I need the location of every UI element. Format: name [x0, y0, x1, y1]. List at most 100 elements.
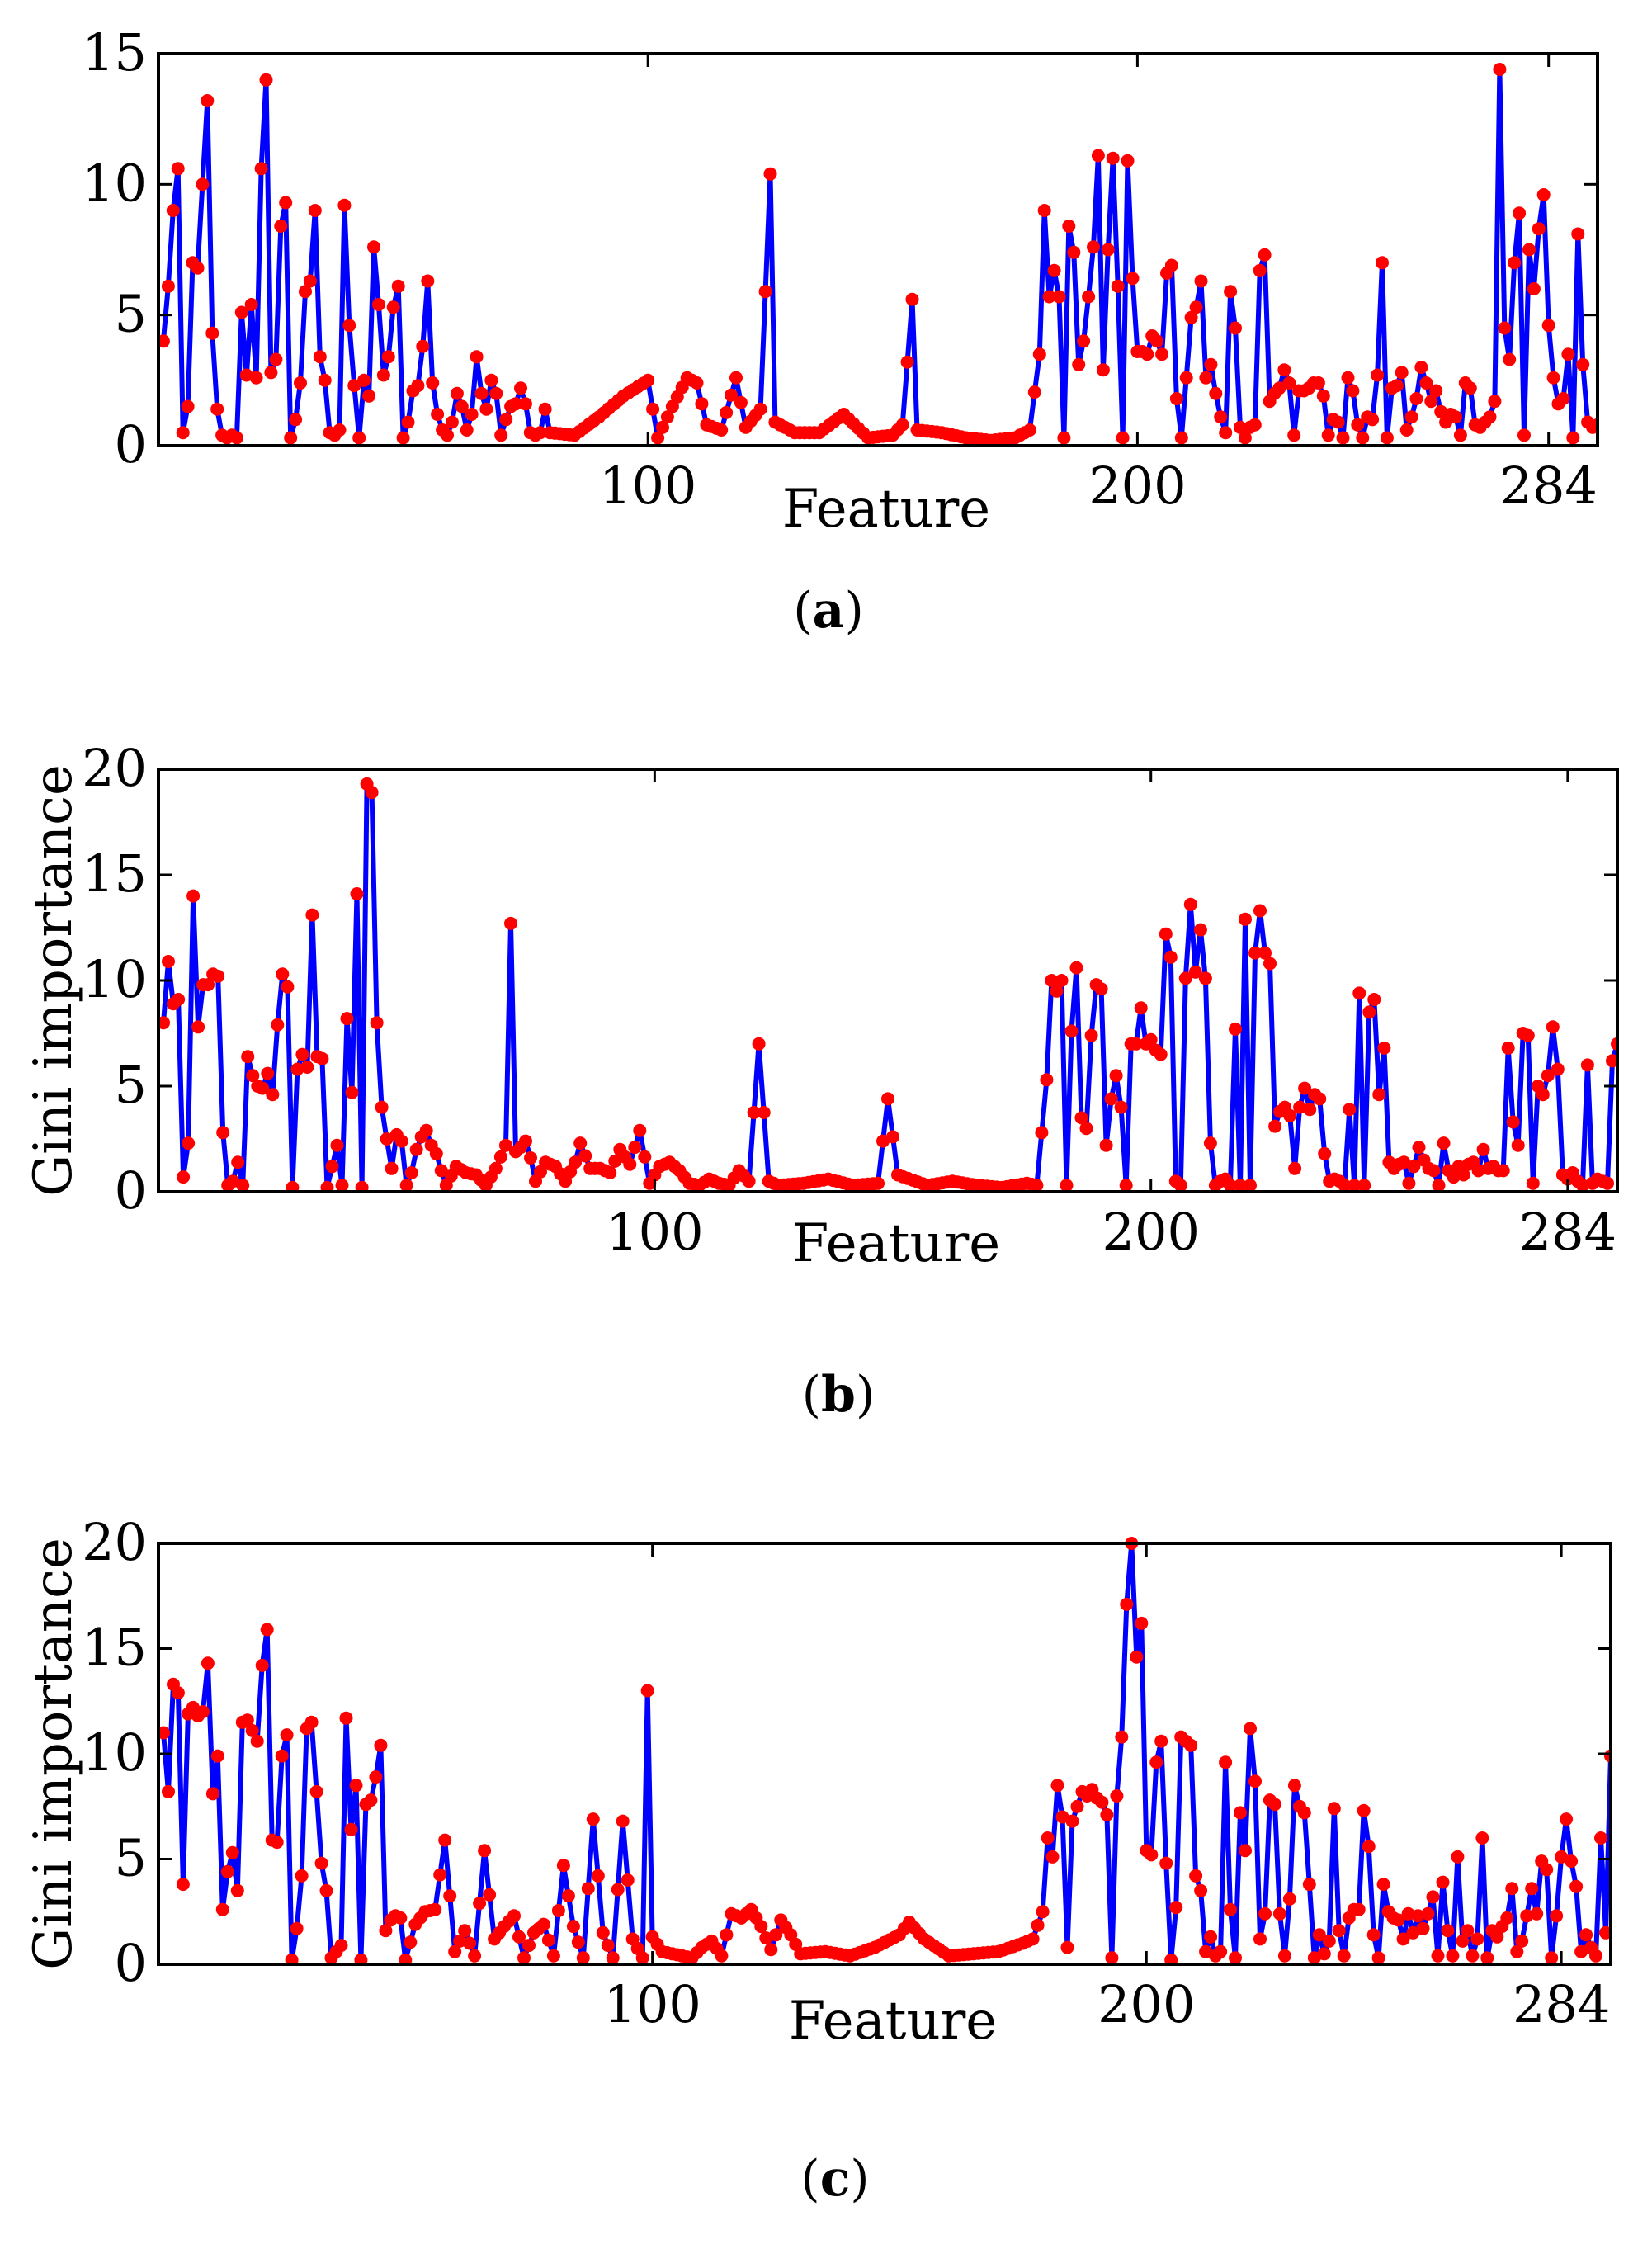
- data-point: [1050, 1779, 1064, 1793]
- data-point: [1120, 1597, 1134, 1611]
- data-point: [295, 1869, 309, 1883]
- data-point: [1272, 1906, 1286, 1921]
- data-point: [1164, 1953, 1178, 1964]
- panel-caption: (a): [793, 582, 864, 640]
- data-point: [1348, 1179, 1362, 1192]
- data-point: [1027, 385, 1041, 399]
- data-point: [1526, 1176, 1540, 1190]
- x-axis-label: Feature: [789, 1991, 997, 2052]
- data-point: [504, 916, 517, 930]
- data-point: [365, 786, 379, 800]
- data-point: [518, 397, 532, 411]
- data-point: [1022, 423, 1036, 437]
- data-point: [181, 399, 195, 413]
- data-point: [320, 1180, 334, 1192]
- data-point: [1565, 1854, 1579, 1869]
- data-point: [394, 1911, 408, 1925]
- data-point: [1239, 1844, 1252, 1858]
- data-point: [1451, 1850, 1465, 1864]
- data-point: [551, 1904, 565, 1917]
- data-point: [1050, 984, 1064, 998]
- data-point: [1569, 1879, 1584, 1893]
- data-point: [166, 204, 180, 217]
- data-point: [1317, 1947, 1331, 1961]
- data-point: [1506, 1115, 1520, 1129]
- data-point: [483, 1888, 497, 1902]
- data-point: [754, 1920, 768, 1934]
- data-point: [1376, 1878, 1390, 1892]
- data-point: [276, 967, 290, 981]
- data-point: [763, 167, 777, 181]
- data-point: [1214, 1944, 1228, 1958]
- data-point: [1471, 1164, 1485, 1178]
- data-point: [1416, 1921, 1430, 1935]
- data-point: [538, 402, 552, 416]
- data-point: [210, 402, 224, 416]
- y-axis-label: Gini importance: [23, 764, 84, 1197]
- data-point: [369, 1770, 383, 1784]
- data-point: [1606, 1054, 1617, 1068]
- data-point: [468, 1949, 482, 1963]
- data-point: [176, 426, 190, 440]
- data-point: [1419, 376, 1433, 390]
- data-point: [571, 1935, 585, 1949]
- data-point: [1412, 1141, 1426, 1155]
- data-point: [509, 397, 522, 411]
- data-point: [606, 1951, 620, 1964]
- data-point: [1026, 1932, 1040, 1946]
- data-point: [886, 1130, 899, 1144]
- data-point: [764, 1943, 778, 1957]
- data-point: [1105, 1951, 1119, 1964]
- data-point: [1421, 1906, 1435, 1921]
- data-point: [376, 368, 390, 382]
- data-point: [747, 1106, 761, 1119]
- data-point: [1145, 1848, 1159, 1862]
- data-point: [1463, 381, 1477, 395]
- data-point: [1042, 290, 1056, 304]
- data-point: [1253, 263, 1267, 277]
- data-point: [1441, 1924, 1455, 1938]
- data-point: [729, 371, 743, 385]
- data-point: [1517, 428, 1531, 442]
- data-point: [345, 1085, 359, 1099]
- data-point: [1082, 290, 1096, 304]
- data-point: [1574, 1944, 1588, 1958]
- data-point: [1508, 256, 1522, 270]
- data-point: [1321, 428, 1335, 442]
- data-point: [1173, 1179, 1187, 1192]
- data-point: [1163, 950, 1178, 964]
- data-point: [725, 388, 738, 402]
- data-point: [1377, 1041, 1391, 1055]
- panel-caption-letter: a: [813, 582, 845, 640]
- data-point: [1550, 1909, 1564, 1923]
- data-point: [261, 1066, 275, 1080]
- data-point: [1475, 1831, 1489, 1845]
- data-point: [1431, 1949, 1445, 1963]
- data-point: [1283, 1108, 1297, 1122]
- data-point: [1087, 240, 1100, 254]
- data-point: [429, 1146, 443, 1160]
- data-point: [1229, 1022, 1242, 1036]
- data-point: [1140, 347, 1154, 361]
- data-point: [1343, 1103, 1357, 1117]
- data-point: [260, 1623, 274, 1637]
- data-point: [561, 1889, 575, 1903]
- data-point: [226, 1174, 240, 1188]
- data-point: [1072, 357, 1086, 371]
- data-point: [337, 198, 352, 212]
- data-point: [1503, 352, 1517, 366]
- data-point: [1060, 1179, 1074, 1192]
- data-point: [1461, 1924, 1475, 1938]
- data-point: [1541, 1069, 1555, 1083]
- data-point: [1219, 426, 1233, 440]
- y-tick-label: 0: [115, 1160, 147, 1221]
- data-point: [519, 1134, 532, 1148]
- data-point: [357, 373, 371, 387]
- series-line: [161, 781, 1617, 1190]
- data-point: [1540, 1863, 1554, 1877]
- data-point: [1490, 1930, 1504, 1944]
- data-point: [421, 274, 435, 288]
- data-point: [1244, 1179, 1257, 1192]
- data-point: [1297, 1806, 1311, 1820]
- data-point: [325, 1160, 339, 1174]
